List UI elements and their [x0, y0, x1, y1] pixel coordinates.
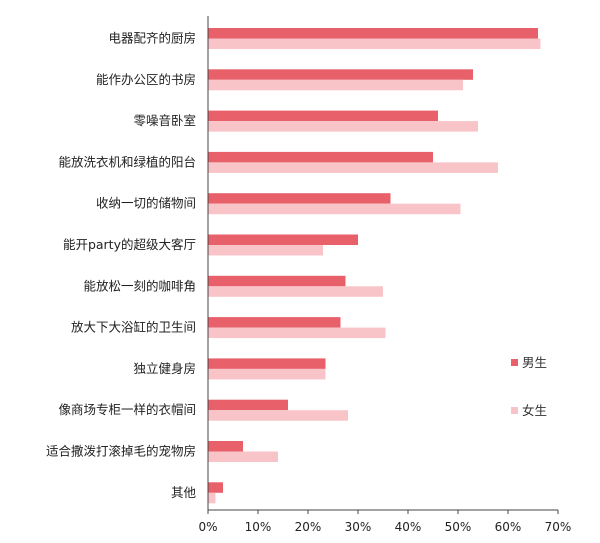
category-label: 其他: [171, 485, 197, 500]
category-labels: 电器配齐的厨房能作办公区的书房零噪音卧室能放洗衣机和绿植的阳台收纳一切的储物间能…: [46, 31, 197, 500]
x-tick-label: 40%: [395, 520, 422, 534]
category-label: 像商场专柜一样的衣帽间: [58, 402, 196, 417]
bar-female-0: [208, 38, 541, 49]
x-tick-label: 20%: [295, 520, 322, 534]
bar-male-9: [208, 399, 288, 411]
bar-male-4: [208, 193, 391, 204]
bar-male-5: [208, 234, 358, 245]
legend-swatch-male: [511, 359, 518, 366]
bar-female-4: [208, 203, 461, 215]
bar-female-2: [208, 121, 478, 132]
category-label: 放大下大浴缸的卫生间: [71, 320, 196, 335]
x-axis-ticks: 0% 10% 20% 30% 40% 50% 60% 70%: [198, 510, 571, 534]
category-label: 能放松一刻的咖啡角: [83, 278, 196, 293]
bar-male-3: [208, 151, 433, 163]
category-label: 独立健身房: [133, 361, 196, 376]
x-tick-label: 30%: [345, 520, 372, 534]
bar-female-5: [208, 245, 323, 256]
category-label: 电器配齐的厨房: [108, 31, 196, 46]
legend-swatch-female: [511, 407, 518, 414]
category-label: 零噪音卧室: [133, 113, 196, 128]
bar-male-10: [208, 441, 243, 452]
x-tick-label: 0%: [198, 520, 217, 534]
category-label: 收纳一切的储物间: [96, 196, 196, 211]
bar-male-6: [208, 275, 346, 287]
bar-male-8: [208, 358, 326, 369]
x-tick-label: 10%: [245, 520, 272, 534]
bar-female-3: [208, 162, 498, 173]
bars-layer: [208, 28, 541, 504]
bar-male-0: [208, 28, 538, 39]
x-tick-label: 70%: [545, 520, 572, 534]
bar-female-1: [208, 79, 463, 91]
bar-female-6: [208, 286, 383, 297]
bar-male-1: [208, 69, 473, 80]
x-tick-label: 60%: [495, 520, 522, 534]
bar-female-9: [208, 410, 348, 421]
bar-female-8: [208, 368, 326, 380]
bar-male-7: [208, 317, 341, 328]
bar-female-7: [208, 327, 386, 339]
legend-label-female: 女生: [522, 403, 547, 418]
bar-female-11: [208, 492, 216, 504]
bar-female-10: [208, 451, 278, 462]
legend-label-male: 男生: [522, 355, 547, 370]
bar-male-2: [208, 110, 438, 122]
bar-male-11: [208, 482, 223, 493]
category-label: 能放洗衣机和绿植的阳台: [58, 154, 196, 169]
category-label: 能作办公区的书房: [96, 72, 196, 87]
category-label: 适合撒泼打滚掉毛的宠物房: [46, 444, 196, 459]
x-tick-label: 50%: [445, 520, 472, 534]
category-label: 能开party的超级大客厅: [63, 237, 196, 252]
